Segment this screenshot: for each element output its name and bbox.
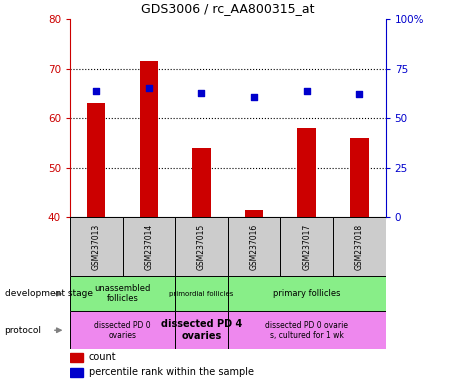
- Bar: [350, 138, 368, 217]
- Point: [250, 94, 258, 100]
- Text: GSM237018: GSM237018: [355, 223, 364, 270]
- Bar: [70, 353, 83, 362]
- Text: percentile rank within the sample: percentile rank within the sample: [89, 367, 254, 377]
- Text: primordial follicles: primordial follicles: [169, 291, 234, 297]
- Bar: [333, 217, 386, 276]
- Bar: [70, 311, 175, 349]
- Bar: [175, 217, 228, 276]
- Bar: [245, 210, 263, 217]
- Bar: [87, 103, 106, 217]
- Text: development stage: development stage: [5, 289, 92, 298]
- Bar: [228, 311, 386, 349]
- Text: dissected PD 0 ovarie
s, cultured for 1 wk: dissected PD 0 ovarie s, cultured for 1 …: [265, 321, 348, 340]
- Text: GSM237013: GSM237013: [92, 223, 101, 270]
- Bar: [70, 368, 83, 377]
- Bar: [228, 276, 386, 311]
- Text: dissected PD 4
ovaries: dissected PD 4 ovaries: [161, 319, 242, 341]
- Point: [198, 90, 205, 96]
- Title: GDS3006 / rc_AA800315_at: GDS3006 / rc_AA800315_at: [141, 2, 314, 15]
- Bar: [298, 128, 316, 217]
- Text: dissected PD 0
ovaries: dissected PD 0 ovaries: [94, 321, 151, 340]
- Point: [145, 85, 152, 91]
- Bar: [70, 217, 123, 276]
- Bar: [192, 148, 211, 217]
- Bar: [175, 276, 228, 311]
- Text: GSM237016: GSM237016: [249, 223, 258, 270]
- Bar: [175, 311, 228, 349]
- Text: protocol: protocol: [5, 326, 41, 335]
- Bar: [123, 217, 175, 276]
- Point: [303, 88, 310, 94]
- Bar: [140, 61, 158, 217]
- Bar: [70, 276, 175, 311]
- Text: GSM237014: GSM237014: [144, 223, 153, 270]
- Text: count: count: [89, 352, 116, 362]
- Bar: [281, 217, 333, 276]
- Text: unassembled
follicles: unassembled follicles: [94, 284, 151, 303]
- Text: primary follicles: primary follicles: [273, 289, 341, 298]
- Text: GSM237017: GSM237017: [302, 223, 311, 270]
- Point: [92, 88, 100, 94]
- Point: [356, 91, 363, 98]
- Bar: [228, 217, 281, 276]
- Text: GSM237015: GSM237015: [197, 223, 206, 270]
